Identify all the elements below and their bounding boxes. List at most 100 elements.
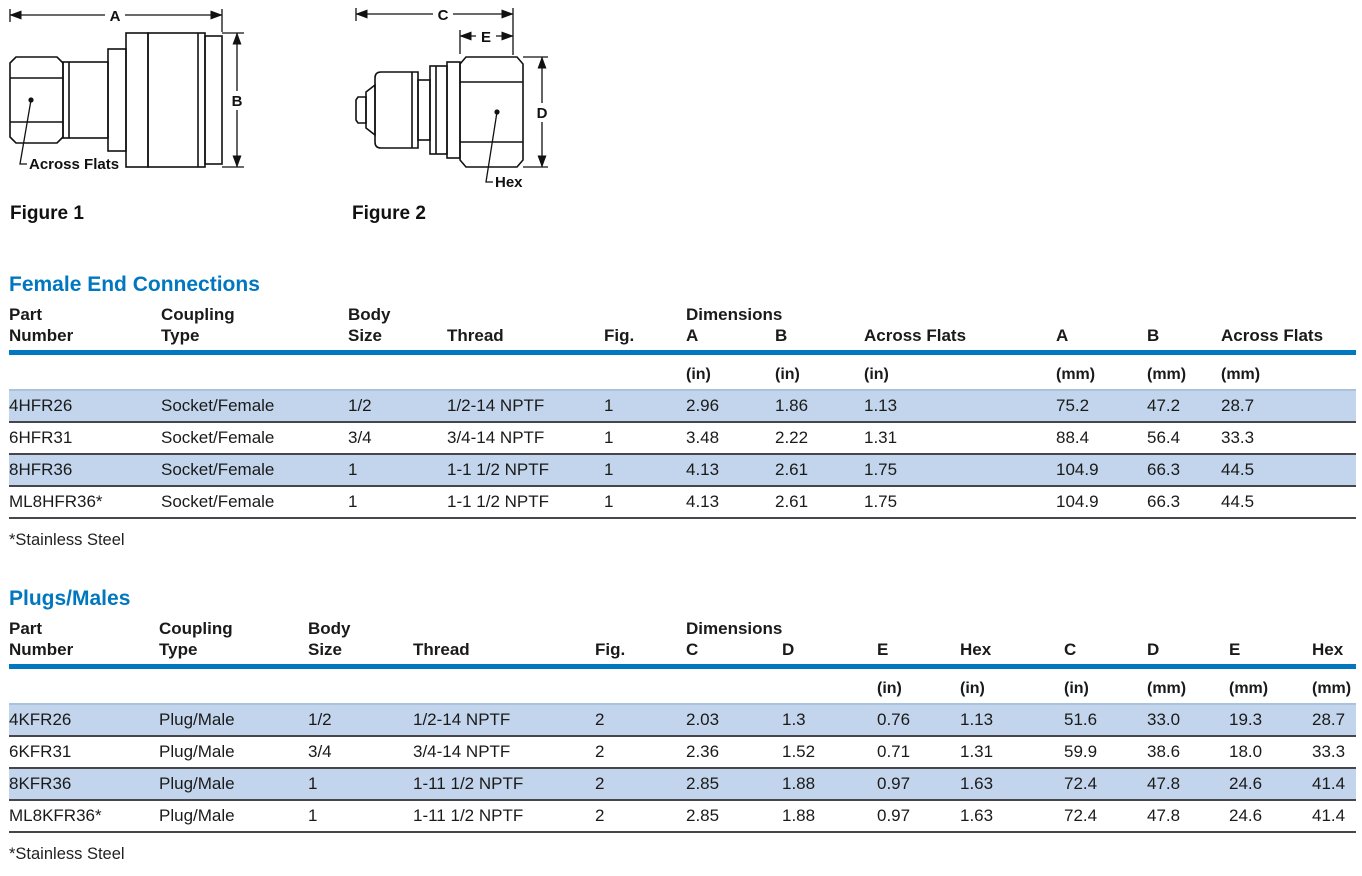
units-label (159, 669, 308, 703)
column-header (1147, 618, 1229, 639)
table-cell: ML8KFR36* (9, 806, 102, 825)
plugs-males-section: Plugs/Males Part Coupling Body Dimensions N… (9, 586, 1356, 864)
table-cell: 6HFR31 (9, 428, 73, 447)
table-cell: 8HFR36 (9, 460, 73, 479)
figure1-caption: Figure 1 (10, 203, 84, 224)
table2-units-rule (9, 703, 1356, 705)
table-cell: 1/2-14 NPTF (447, 396, 545, 415)
column-header: D (1147, 640, 1160, 659)
column-header (1229, 618, 1312, 639)
table-cell: 88.4 (1056, 428, 1090, 447)
table-row: 6KFR31 Plug/Male 3/4 3/4-14 NPTF 2 2.36 1.52 0.… (9, 737, 1356, 769)
table-cell: 18.0 (1229, 742, 1263, 761)
figure1-technical-drawing: A B Across Flats (9, 7, 246, 173)
units-label: (mm) (1056, 366, 1096, 383)
table1-title: Female End Connections (9, 273, 260, 296)
dim-a-label: A (110, 8, 121, 25)
table-cell: 2 (595, 774, 605, 793)
column-header: Type (159, 640, 198, 659)
units-label: (in) (775, 366, 800, 383)
dim-e-label: E (481, 29, 491, 46)
table-row: 4HFR26 Socket/Female 1/2 1/2-14 NPTF 1 2.96 1.… (9, 391, 1356, 423)
table-cell: 3/4 (308, 742, 332, 761)
column-header: C (1064, 640, 1077, 659)
column-header (960, 618, 1064, 639)
hex-nut-outline (459, 56, 524, 168)
units-label: (in) (864, 366, 889, 383)
table-cell: 75.2 (1056, 396, 1090, 415)
table-cell: 2.96 (686, 396, 720, 415)
table-cell: 6KFR31 (9, 742, 72, 761)
table-cell: 72.4 (1064, 806, 1098, 825)
table-cell: ML8HFR36* (9, 492, 103, 511)
column-header: Coupling (161, 305, 235, 324)
table-cell: 1-11 1/2 NPTF (413, 774, 524, 793)
across-flats-callout: Across Flats (29, 156, 119, 173)
table-cell: 2.36 (686, 742, 720, 761)
column-header: B (1147, 326, 1160, 345)
table-cell: 47.8 (1147, 806, 1181, 825)
column-header: Fig. (604, 326, 635, 345)
table-cell: 24.6 (1229, 774, 1263, 793)
table-cell: 2.61 (775, 460, 809, 479)
plug-body-outline (374, 71, 419, 149)
table-cell: 4.13 (686, 492, 720, 511)
column-header: Fig. (595, 640, 626, 659)
table-row: ML8HFR36* Socket/Female 1 1-1 1/2 NPTF 1 4.13… (9, 487, 1356, 519)
table-cell: 1.86 (775, 396, 809, 415)
table-cell: 47.8 (1147, 774, 1181, 793)
table-cell: 1 (604, 460, 614, 479)
table2-title: Plugs/Males (9, 587, 131, 610)
column-header: Size (348, 326, 383, 345)
column-header: C (686, 640, 699, 659)
table-cell: Socket/Female (161, 492, 275, 511)
column-header: Hex (1312, 640, 1344, 659)
column-header: Number (9, 640, 74, 659)
column-header: Dimensions (686, 305, 783, 324)
column-header (447, 304, 604, 325)
table-cell: 51.6 (1064, 710, 1098, 729)
table1-header-line2: Number Type Size Thread Fig. A B Across Flats A B… (9, 325, 1356, 346)
table-cell: 44.5 (1221, 492, 1255, 511)
table-cell: 1 (308, 806, 318, 825)
table-cell: 1 (604, 492, 614, 511)
table-cell: 4HFR26 (9, 396, 73, 415)
table-cell: 2.61 (775, 492, 809, 511)
hex-callout: Hex (495, 174, 523, 191)
column-header (1064, 618, 1147, 639)
table-cell: 33.3 (1221, 428, 1255, 447)
table-row: 4KFR26 Plug/Male 1/2 1/2-14 NPTF 2 2.03 1.3 0.7… (9, 705, 1356, 737)
table-cell: 1.52 (782, 742, 816, 761)
units-label (9, 355, 161, 389)
column-header: A (1056, 326, 1069, 345)
table2-body: 4KFR26 Plug/Male 1/2 1/2-14 NPTF 2 2.03 1.3 0.7… (9, 705, 1356, 833)
table2-header-line1: Part Coupling Body Dimensions (9, 618, 1356, 639)
table-cell: 3/4-14 NPTF (413, 742, 511, 761)
dim-c-label: C (438, 7, 449, 24)
table-cell: 1 (348, 460, 358, 479)
table-cell: 0.71 (877, 742, 911, 761)
table-cell: 1-11 1/2 NPTF (413, 806, 524, 825)
female-end-connections-section: Female End Connections Part Coupling Body D… (9, 272, 1356, 550)
table-cell: Plug/Male (159, 806, 235, 825)
table-cell: 1 (308, 774, 318, 793)
table-cell: 1 (604, 396, 614, 415)
column-header: Size (308, 640, 343, 659)
column-header (413, 618, 595, 639)
table-cell: 1/2-14 NPTF (413, 710, 511, 729)
units-label (447, 355, 604, 389)
column-header: E (1229, 640, 1241, 659)
units-label (604, 355, 686, 389)
table-cell: 3/4 (348, 428, 372, 447)
dim-d-label: D (537, 105, 548, 122)
units-label: (mm) (1147, 680, 1187, 697)
table-cell: 0.97 (877, 774, 911, 793)
column-header (877, 618, 960, 639)
table-cell: 28.7 (1312, 710, 1346, 729)
table-cell: 4.13 (686, 460, 720, 479)
units-label (595, 669, 686, 703)
table-cell: 1.88 (782, 806, 816, 825)
table-cell: Socket/Female (161, 428, 275, 447)
table-cell: Socket/Female (161, 396, 275, 415)
